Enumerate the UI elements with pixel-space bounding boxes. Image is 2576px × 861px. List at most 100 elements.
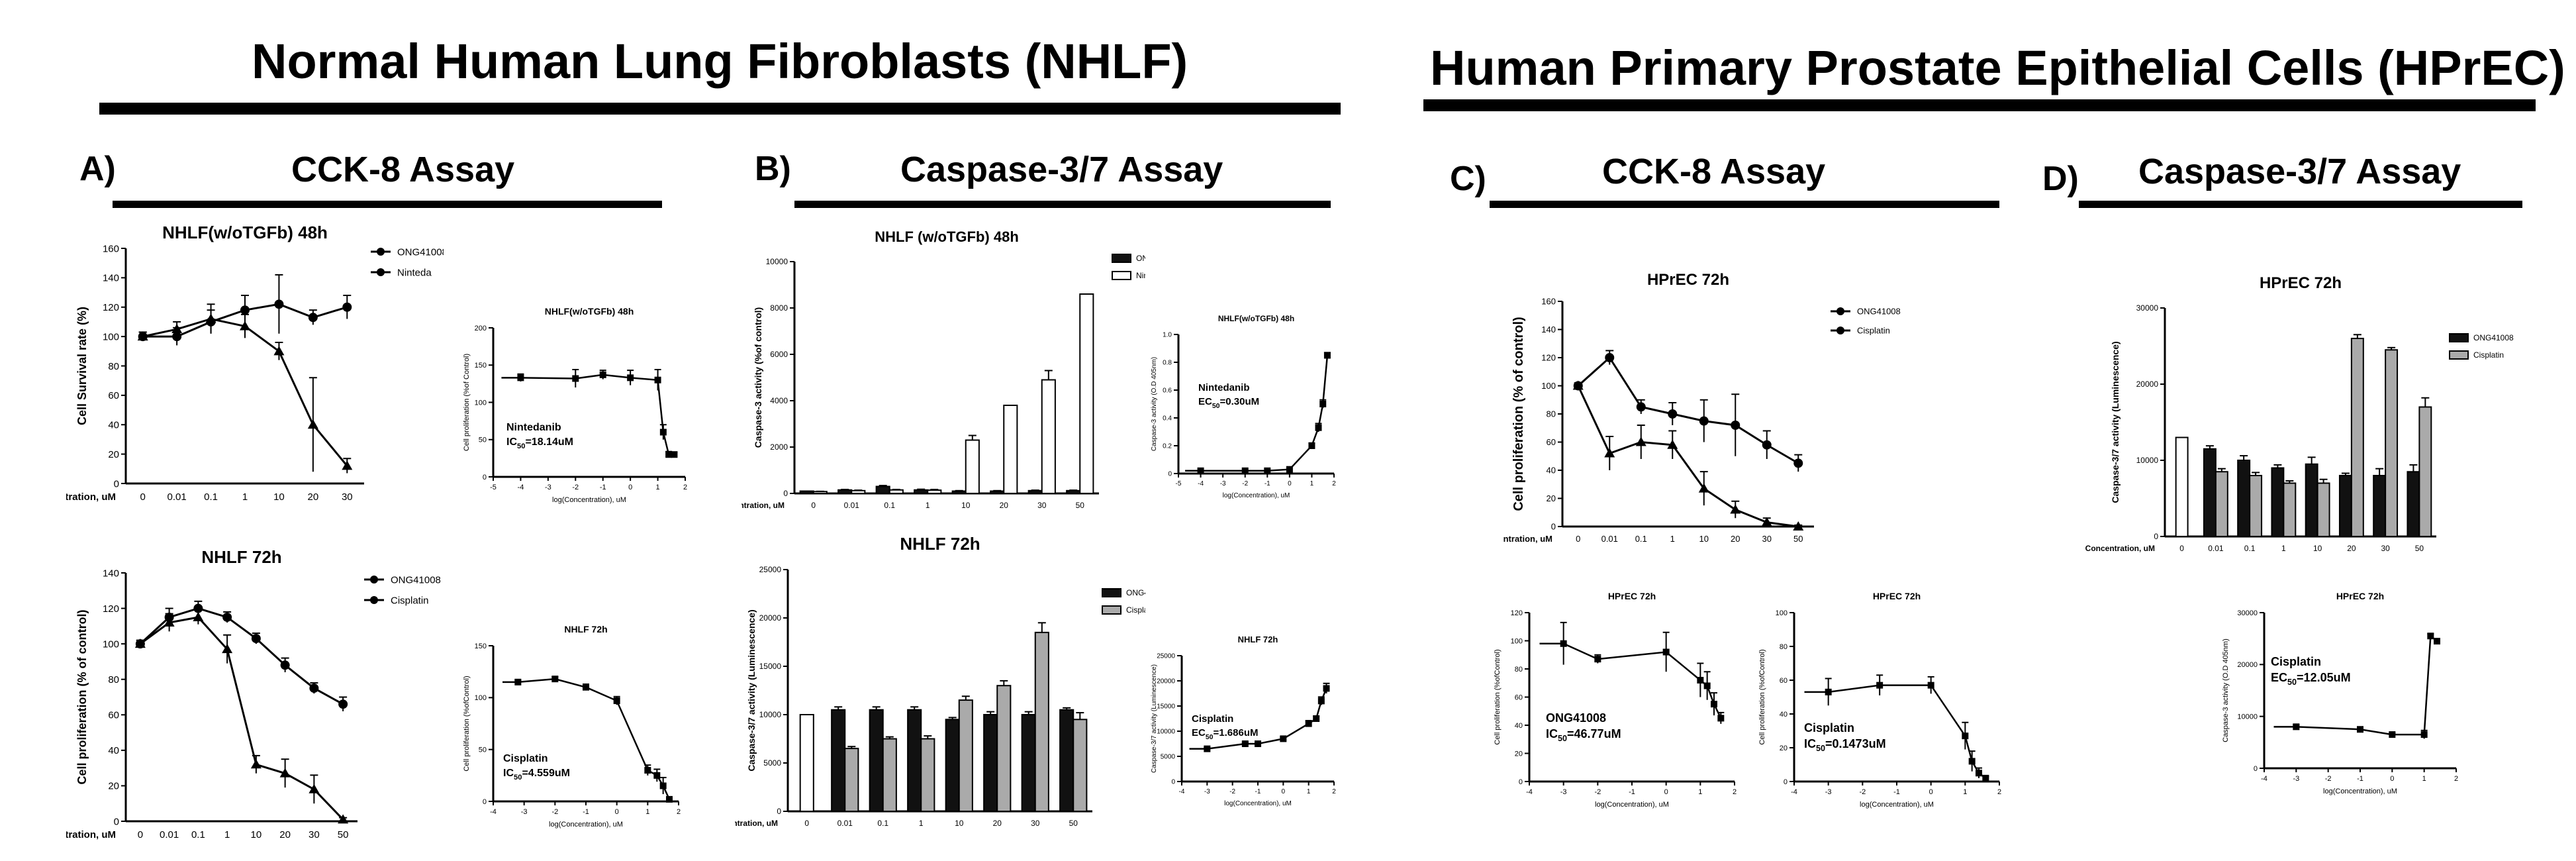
bar	[1034, 631, 1049, 812]
series-line-ong41008	[1577, 356, 1799, 464]
data-point	[274, 299, 284, 309]
y-tick-label: 30000	[2136, 303, 2159, 313]
chart-nhlf-72h-cisplatin-ic50: NHLF 72h 0 50 100 150 Cell proliferation (%of…	[463, 624, 681, 829]
chart-hprec-72h-cisplatin-ec50: HPrEC 72h 0 10000 20000 30000 Caspase-3 activ…	[2222, 591, 2458, 795]
bar	[1073, 719, 1088, 812]
bar	[907, 709, 922, 813]
data-point	[1255, 740, 1261, 747]
data-point	[1968, 758, 1976, 765]
bar	[1027, 489, 1043, 494]
y-tick-label: 25000	[759, 565, 782, 574]
y-axis-label: Caspase-3 activity (%of control)	[753, 307, 763, 448]
chart-title: NHLF(w/oTGFb) 48h	[545, 306, 634, 317]
bar	[831, 709, 846, 813]
y-tick-label: 50	[479, 436, 487, 444]
legend-label: ONG41008	[1136, 254, 1145, 263]
x-tick-label: -3	[545, 483, 551, 491]
data-point	[1825, 688, 1832, 695]
x-tick-label: 50	[1793, 534, 1803, 544]
data-point	[164, 617, 175, 627]
chart-title: HPrEC 72h	[1647, 271, 1729, 289]
annotation-value: EC50=12.05uM	[2271, 671, 2351, 687]
x-tick-label: 0.1	[884, 501, 895, 510]
bar	[2338, 475, 2352, 537]
x-tick-label: -5	[1176, 480, 1182, 487]
x-axis-label: log(Concentration), uM	[552, 496, 626, 504]
x-tick-label: 1	[919, 819, 924, 828]
y-tick-label: 140	[1541, 325, 1556, 334]
y-tick-label: 10000	[766, 257, 788, 266]
x-tick-label: 20	[279, 829, 291, 840]
x-tick-label: 1	[1963, 788, 1967, 796]
legend-marker	[370, 596, 378, 604]
y-tick-label: 140	[103, 273, 119, 284]
legend-marker	[1837, 307, 1844, 315]
y-tick-label: 20	[1547, 493, 1556, 503]
x-tick-label: 0	[2390, 775, 2394, 783]
x-axis-label: Concentration, uM	[1503, 534, 1552, 544]
right-main-title: Human Primary Prostate Epithelial Cells …	[1430, 40, 2565, 95]
data-point	[583, 684, 589, 691]
data-point	[205, 313, 216, 323]
data-point	[338, 699, 348, 709]
bar	[837, 489, 853, 494]
data-point	[307, 419, 318, 429]
y-tick-label: 100	[475, 694, 487, 702]
y-tick-label: 10000	[2237, 713, 2258, 721]
y-tick-label: 120	[1511, 609, 1523, 617]
data-point	[1793, 458, 1803, 468]
chart-nhlf-72h-cisplatin-ec50: NHLF 72h 0 5000 10000 15000 20000 25000 Caspase…	[1151, 634, 1336, 807]
annotation-drug: ONG41008	[1546, 711, 1606, 725]
y-tick-label: 100	[1776, 609, 1788, 617]
x-tick-label: 1	[2422, 775, 2426, 783]
data-point	[1982, 774, 1989, 782]
y-tick-label: 60	[1547, 437, 1556, 447]
y-tick-label: 25000	[1157, 653, 1175, 660]
bar	[2203, 448, 2217, 537]
legend-label: ONG41008	[1126, 588, 1145, 597]
x-tick-label: 30	[309, 829, 320, 840]
y-tick-label: 100	[1511, 637, 1523, 645]
y-tick-label: 80	[1515, 666, 1523, 674]
annotation-value: EC50=1.686uM	[1192, 727, 1259, 741]
data-point	[240, 321, 250, 330]
x-tick-label: 0	[1929, 788, 1933, 796]
y-tick-label: 8000	[770, 303, 788, 313]
data-point	[551, 676, 559, 683]
bar	[2249, 475, 2263, 537]
y-tick-label: 150	[475, 642, 487, 650]
chart-nhlf-48h-survival: NHLF(w/oTGFb) 48h020406080100120140160Ce…	[66, 223, 444, 503]
data-point	[644, 767, 651, 774]
y-tick-label: 20	[108, 781, 119, 792]
legend-swatch	[1102, 588, 1121, 597]
data-point	[1313, 715, 1320, 722]
x-axis-label: Concentration, uM	[2085, 544, 2155, 553]
data-point	[1927, 682, 1934, 689]
x-tick-label: 0.01	[844, 501, 860, 510]
y-tick-label: 1.0	[1163, 332, 1172, 339]
data-point	[1241, 740, 1249, 747]
data-point	[2357, 726, 2363, 733]
data-point	[2434, 638, 2440, 645]
x-tick-label: 0.1	[877, 819, 888, 828]
y-tick-label: 0	[1519, 778, 1523, 786]
y-tick-label: 60	[108, 390, 119, 401]
chart-nhlf-72h-caspase-bars: NHLF 72h 0 5000 10000 15000 20000 25000 Caspase…	[735, 534, 1145, 828]
y-tick-label: 140	[103, 568, 119, 579]
x-tick-label: 0	[1288, 480, 1292, 487]
annotation-drug: Cisplatin	[2271, 655, 2321, 668]
data-point	[240, 305, 250, 315]
y-tick-label: 160	[1541, 297, 1556, 307]
y-tick-label: 0	[114, 478, 119, 489]
data-point	[1662, 648, 1670, 656]
data-point	[1761, 517, 1772, 527]
data-point	[1323, 352, 1331, 359]
data-point	[273, 346, 285, 356]
data-point	[171, 324, 183, 334]
panel-a-rule	[113, 201, 662, 208]
data-point	[1667, 439, 1678, 449]
x-tick-label: 2	[1332, 480, 1336, 487]
